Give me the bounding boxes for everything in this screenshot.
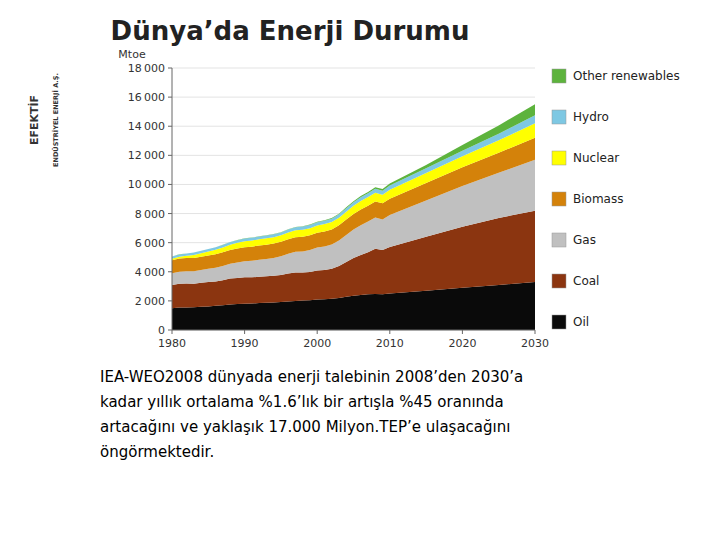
legend-swatch: [552, 69, 566, 83]
x-tick-label: 1980: [158, 337, 186, 350]
y-tick-label: 16 000: [128, 91, 165, 104]
legend-swatch: [552, 274, 566, 288]
y-tick-label: 12 000: [128, 149, 165, 162]
x-axis-line: [172, 330, 535, 331]
y-tick-label: 2 000: [135, 295, 165, 308]
y-tick: [168, 184, 172, 185]
title: Dünya’da Enerji Durumu: [111, 16, 470, 46]
legend-label: Coal: [573, 274, 599, 288]
x-tick: [535, 330, 536, 334]
x-tick: [462, 330, 463, 334]
legend-label: Nuclear: [573, 151, 619, 165]
y-axis-label: Mtoe: [118, 48, 146, 61]
legend: Other renewables Hydro Nuclear Biomass Gas Co…: [552, 69, 680, 329]
logo-text: EFEKTİF: [27, 95, 41, 145]
y-tick: [168, 213, 172, 214]
x-tick-label: 2020: [448, 337, 476, 350]
annotation-line: öngörmektedir.: [100, 443, 214, 461]
legend-swatch: [552, 151, 566, 165]
x-tick: [317, 330, 318, 334]
x-tick: [389, 330, 390, 334]
legend-label: Biomass: [573, 192, 623, 206]
y-tick-label: 14 000: [128, 120, 165, 133]
chart: Dünya’da Enerji Durumu EFEKTİF ENDÜSTRİYEL…: [0, 0, 720, 540]
legend-swatch: [552, 192, 566, 206]
grid-line: [172, 97, 535, 98]
logo-subtext: ENDÜSTRİYEL ENERJİ A.Ş.: [51, 73, 60, 167]
y-tick: [168, 126, 172, 127]
annotation-line: artacağını ve yaklaşık 17.000 Milyon.TEP…: [100, 418, 510, 436]
x-tick: [244, 330, 245, 334]
area: [172, 104, 535, 256]
y-tick: [168, 330, 172, 331]
grid-line: [172, 330, 535, 331]
grid-line: [172, 68, 535, 69]
annotation: IEA-WEO2008 dünyada enerji talebinin 200…: [100, 368, 523, 461]
y-tick: [168, 242, 172, 243]
legend-label: Oil: [573, 315, 589, 329]
annotation-line: IEA-WEO2008 dünyada enerji talebinin 200…: [100, 368, 523, 386]
annotation-line: kadar yıllık ortalama %1.6’lık bir artış…: [100, 393, 504, 411]
y-tick-label: 4 000: [135, 266, 165, 279]
y-axis-line: [172, 68, 173, 330]
y-tick: [168, 271, 172, 272]
y-tick: [168, 300, 172, 301]
legend-label: Other renewables: [573, 69, 680, 83]
grid-line: [172, 126, 535, 127]
x-tick-label: 2030: [521, 337, 549, 350]
y-tick-label: 0: [158, 324, 165, 337]
y-tick-label: 18 000: [128, 62, 165, 75]
y-tick-label: 10 000: [128, 178, 165, 191]
x-tick-label: 2000: [303, 337, 331, 350]
axes: 0 2 000 4 000 6 000 8 000 10 000 12 000 14 000 1…: [128, 62, 535, 337]
legend-swatch: [552, 315, 566, 329]
legend-label: Hydro: [573, 110, 609, 124]
legend-label: Gas: [573, 233, 596, 247]
legend-swatch: [552, 110, 566, 124]
x-tick: [172, 330, 173, 334]
x-tick-label: 1990: [231, 337, 259, 350]
y-tick: [168, 97, 172, 98]
x-tick-label: 2010: [376, 337, 404, 350]
areas: [172, 104, 535, 330]
legend-swatch: [552, 233, 566, 247]
y-tick: [168, 155, 172, 156]
y-tick-label: 6 000: [135, 237, 165, 250]
y-tick-label: 8 000: [135, 208, 165, 221]
y-tick: [168, 68, 172, 69]
